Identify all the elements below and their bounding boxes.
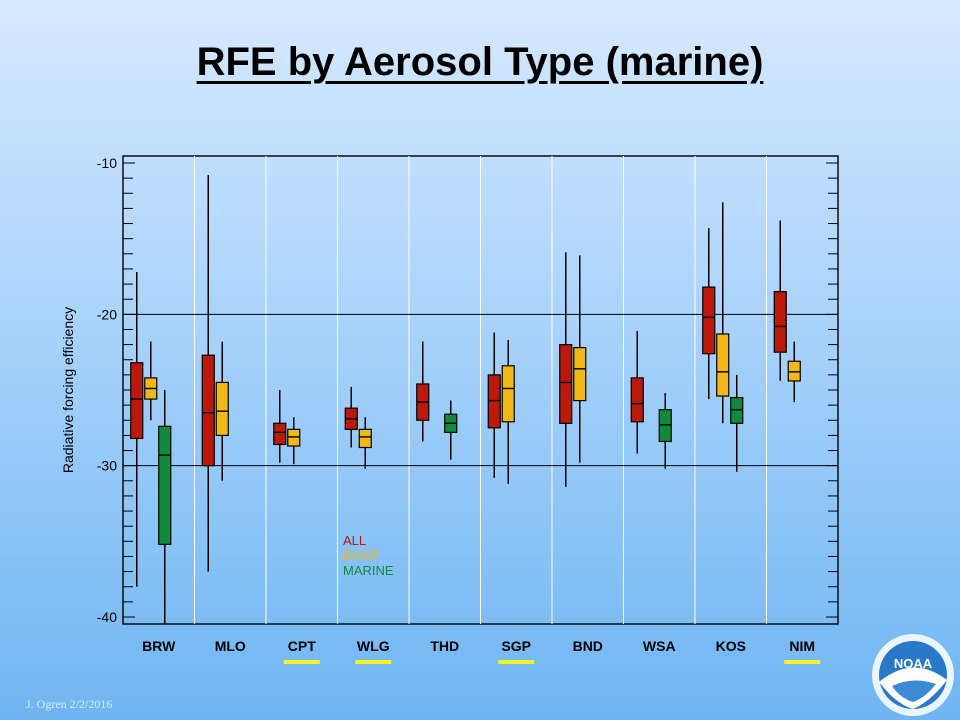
x-tick-label: SGP xyxy=(501,638,531,654)
legend-entry: MARINE xyxy=(343,563,394,578)
box xyxy=(702,286,716,355)
y-tick-label: -20 xyxy=(97,306,117,322)
legend-entry: ALL xyxy=(343,533,366,548)
box xyxy=(130,362,144,440)
y-tick-label: -40 xyxy=(97,609,117,625)
x-tick-label: CPT xyxy=(288,638,316,654)
y-tick-label: -10 xyxy=(97,155,117,171)
box xyxy=(658,409,672,443)
highlight-underline xyxy=(283,660,320,664)
y-axis-label: Radiative forcing efficiency xyxy=(60,307,76,473)
box xyxy=(630,377,644,423)
slide-title: RFE by Aerosol Type (marine) xyxy=(196,40,764,84)
box xyxy=(358,428,372,449)
box xyxy=(273,422,287,446)
y-tick-label: -30 xyxy=(97,458,117,474)
legend-entry: DUST xyxy=(343,548,378,563)
x-tick-label: KOS xyxy=(716,638,746,654)
x-tick-label: WLG xyxy=(357,638,390,654)
box xyxy=(287,428,301,447)
box xyxy=(716,333,730,397)
footer-credit: J. Ogren 2/2/2016 xyxy=(26,697,113,711)
highlight-underline xyxy=(784,660,821,664)
highlight-underline xyxy=(498,660,535,664)
noaa-logo: NOAA xyxy=(872,634,954,716)
box xyxy=(559,344,573,424)
plot-area: -10 -20 -30 -40 BRW MLO CPT WLG THD SGP BND WSA KOS N… xyxy=(97,155,839,664)
x-tick-label: THD xyxy=(430,638,459,654)
noaa-logo-text: NOAA xyxy=(894,656,933,671)
x-tick-label: WSA xyxy=(643,638,676,654)
highlight-underline xyxy=(355,660,392,664)
box xyxy=(201,354,215,467)
box xyxy=(487,374,501,429)
box xyxy=(501,365,515,423)
box xyxy=(158,425,172,545)
box xyxy=(773,291,787,353)
x-tick-label: MLO xyxy=(215,638,246,654)
box xyxy=(787,360,801,382)
box xyxy=(215,381,229,436)
box xyxy=(573,347,587,402)
x-tick-label: BRW xyxy=(142,638,176,654)
x-tick-label: NIM xyxy=(789,638,815,654)
x-tick-label: BND xyxy=(573,638,603,654)
box xyxy=(730,396,744,424)
